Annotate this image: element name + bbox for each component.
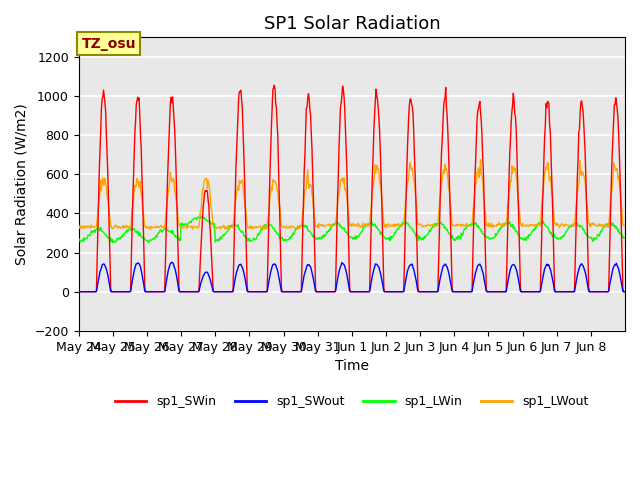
Y-axis label: Solar Radiation (W/m2): Solar Radiation (W/m2)	[15, 103, 29, 265]
Legend: sp1_SWin, sp1_SWout, sp1_LWin, sp1_LWout: sp1_SWin, sp1_SWout, sp1_LWin, sp1_LWout	[110, 390, 594, 413]
Title: SP1 Solar Radiation: SP1 Solar Radiation	[264, 15, 440, 33]
X-axis label: Time: Time	[335, 359, 369, 373]
Text: TZ_osu: TZ_osu	[81, 36, 136, 50]
